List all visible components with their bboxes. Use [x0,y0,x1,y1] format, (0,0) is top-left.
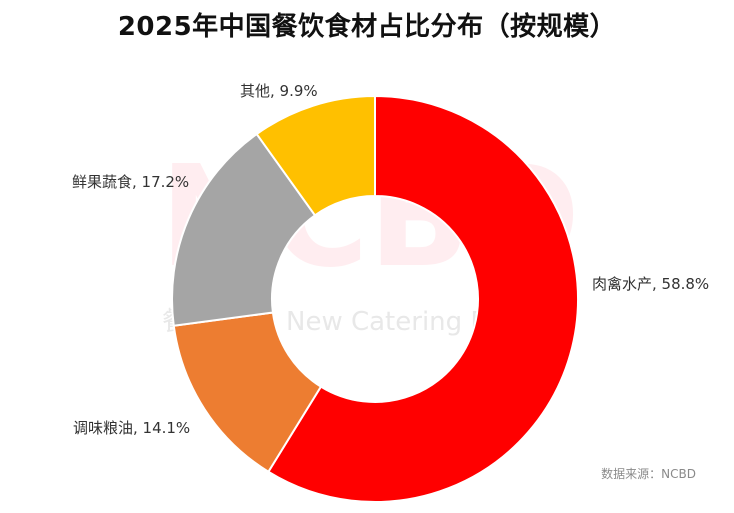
source-note: 数据来源：NCBD [601,467,696,481]
chart-title: 2025年中国餐饮食材占比分布（按规模） [117,12,617,42]
slice-other [255,94,376,217]
watermark-text: New Catering B [286,307,488,337]
label-other: 其他, 9.9% [240,82,318,100]
donut-slices [171,94,579,503]
label-seasoning-grain-oil: 调味粮油, 14.1% [73,419,190,437]
slice-fresh-fruit-veg [171,132,317,327]
slice-labels: 肉禽水产, 58.8% 调味粮油, 14.1% 鲜果蔬食, 17.2% 其他, 9.9… [72,82,709,437]
slice-meat-poultry-seafood [267,94,579,503]
slice-seasoning-grain-oil [172,311,323,474]
label-fresh-fruit-veg: 鲜果蔬食, 17.2% [72,173,189,191]
label-meat-poultry-seafood: 肉禽水产, 58.8% [592,275,709,293]
